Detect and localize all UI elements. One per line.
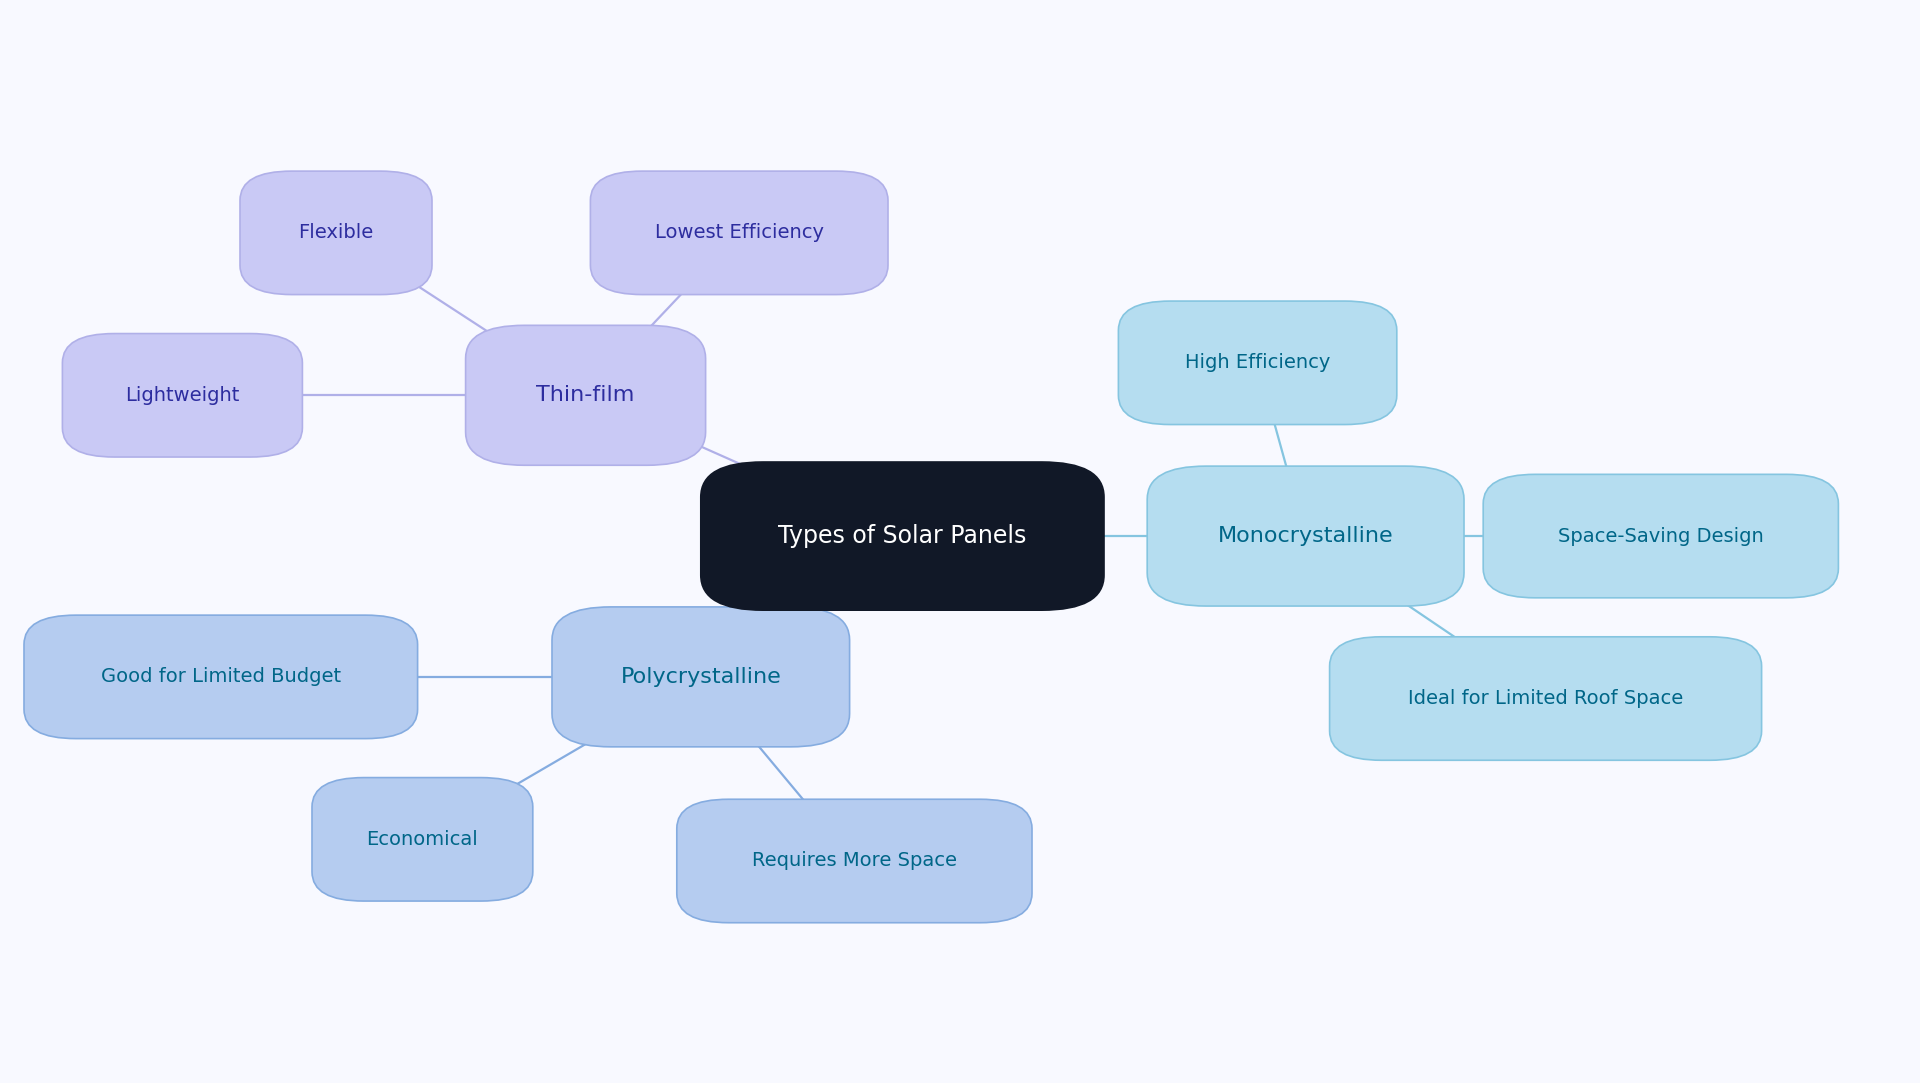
Text: Economical: Economical <box>367 830 478 849</box>
FancyBboxPatch shape <box>678 799 1033 923</box>
Text: Ideal for Limited Roof Space: Ideal for Limited Roof Space <box>1407 689 1684 708</box>
FancyBboxPatch shape <box>1482 474 1839 598</box>
Text: Requires More Space: Requires More Space <box>753 851 956 871</box>
Text: High Efficiency: High Efficiency <box>1185 353 1331 373</box>
Text: Lowest Efficiency: Lowest Efficiency <box>655 223 824 243</box>
Text: Good for Limited Budget: Good for Limited Budget <box>100 667 342 687</box>
FancyBboxPatch shape <box>25 615 419 739</box>
Text: Space-Saving Design: Space-Saving Design <box>1557 526 1764 546</box>
Text: Polycrystalline: Polycrystalline <box>620 667 781 687</box>
FancyBboxPatch shape <box>311 778 534 901</box>
Text: Flexible: Flexible <box>298 223 374 243</box>
FancyBboxPatch shape <box>61 334 301 457</box>
FancyBboxPatch shape <box>553 606 849 747</box>
FancyBboxPatch shape <box>1329 637 1763 760</box>
FancyBboxPatch shape <box>1148 466 1465 606</box>
FancyBboxPatch shape <box>701 462 1104 610</box>
FancyBboxPatch shape <box>465 325 707 466</box>
FancyBboxPatch shape <box>1117 301 1398 425</box>
Text: Thin-film: Thin-film <box>536 386 636 405</box>
Text: Lightweight: Lightweight <box>125 386 240 405</box>
Text: Types of Solar Panels: Types of Solar Panels <box>778 524 1027 548</box>
FancyBboxPatch shape <box>591 171 887 295</box>
Text: Monocrystalline: Monocrystalline <box>1217 526 1394 546</box>
FancyBboxPatch shape <box>240 171 432 295</box>
